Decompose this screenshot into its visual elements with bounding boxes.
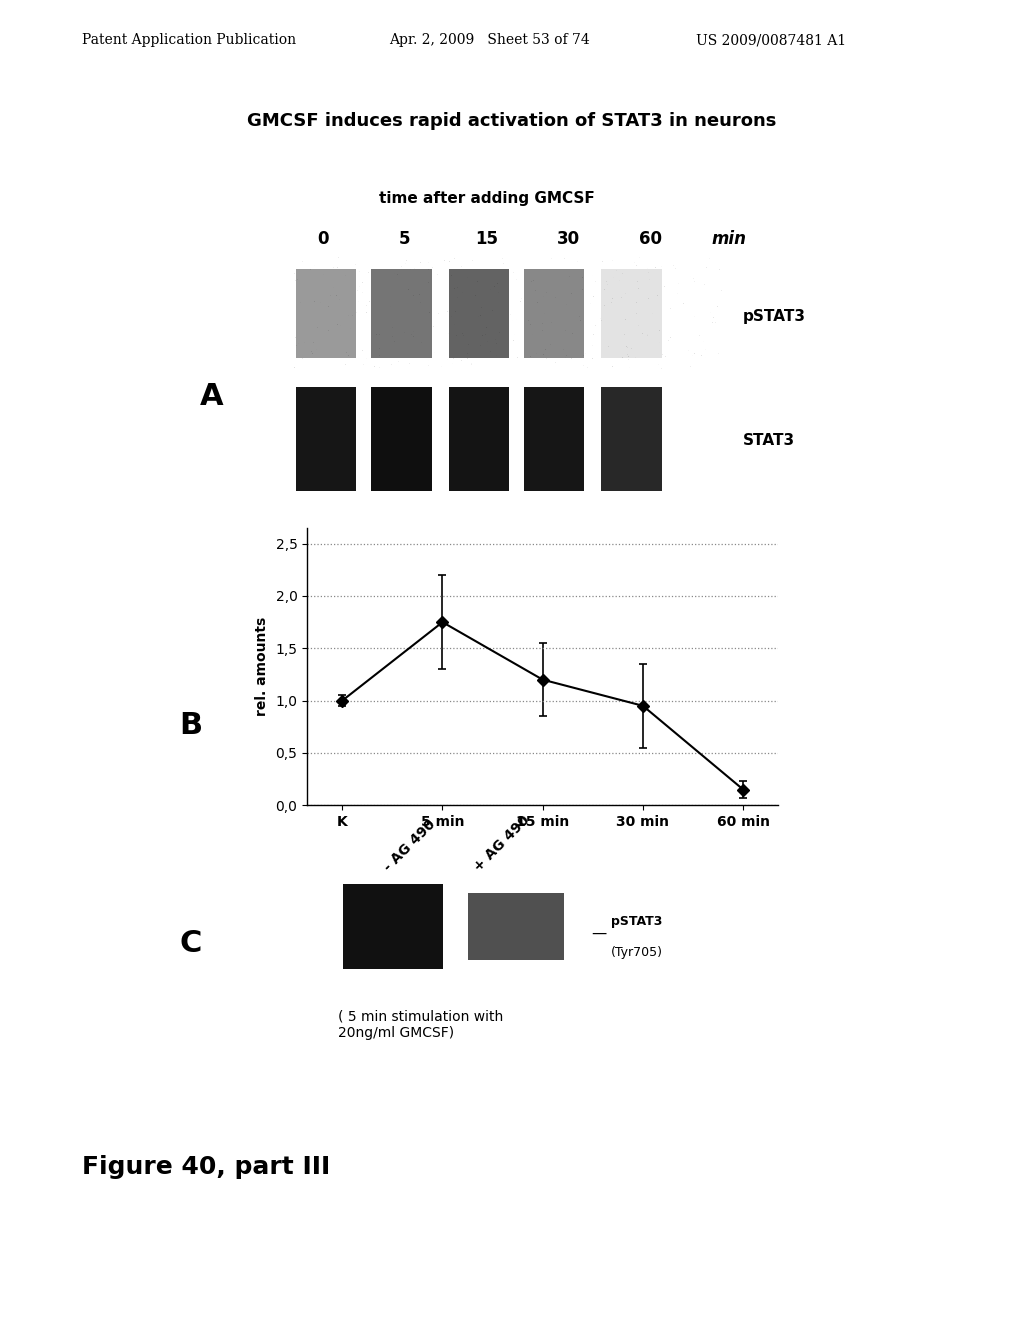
Text: ( 5 min stimulation with
20ng/ml GMCSF): ( 5 min stimulation with 20ng/ml GMCSF) [338,1010,503,1040]
Text: pSTAT3: pSTAT3 [611,915,663,928]
Text: GMCSF induces rapid activation of STAT3 in neurons: GMCSF induces rapid activation of STAT3 … [248,112,776,131]
Text: Figure 40, part III: Figure 40, part III [82,1155,330,1179]
Bar [372,387,432,491]
Bar [372,269,432,358]
Y-axis label: rel. amounts: rel. amounts [255,616,268,717]
Bar [524,269,585,358]
Bar [296,387,356,491]
Bar [296,269,356,358]
Text: 5: 5 [398,230,411,248]
Bar [449,387,509,491]
Text: pSTAT3: pSTAT3 [742,309,806,325]
Text: Patent Application Publication: Patent Application Publication [82,33,296,48]
Text: 60: 60 [639,230,662,248]
Text: time after adding GMCSF: time after adding GMCSF [379,191,595,206]
Text: A: A [200,381,223,411]
Bar [601,269,662,358]
Text: 0: 0 [316,230,329,248]
Bar [449,269,509,358]
Text: B: B [179,711,203,741]
Bar [524,387,585,491]
Text: + AG 490: + AG 490 [471,813,532,874]
Text: - AG 490: - AG 490 [381,817,438,874]
Text: (Tyr705): (Tyr705) [611,946,664,960]
Text: —: — [592,925,612,941]
Text: Apr. 2, 2009   Sheet 53 of 74: Apr. 2, 2009 Sheet 53 of 74 [389,33,590,48]
Bar [601,387,662,491]
Text: 15: 15 [475,230,498,248]
Text: C: C [179,929,202,958]
Text: min: min [712,230,746,248]
Bar [468,894,563,960]
Text: 30: 30 [557,230,580,248]
Text: US 2009/0087481 A1: US 2009/0087481 A1 [696,33,847,48]
Text: STAT3: STAT3 [742,433,795,449]
Bar [343,884,443,969]
